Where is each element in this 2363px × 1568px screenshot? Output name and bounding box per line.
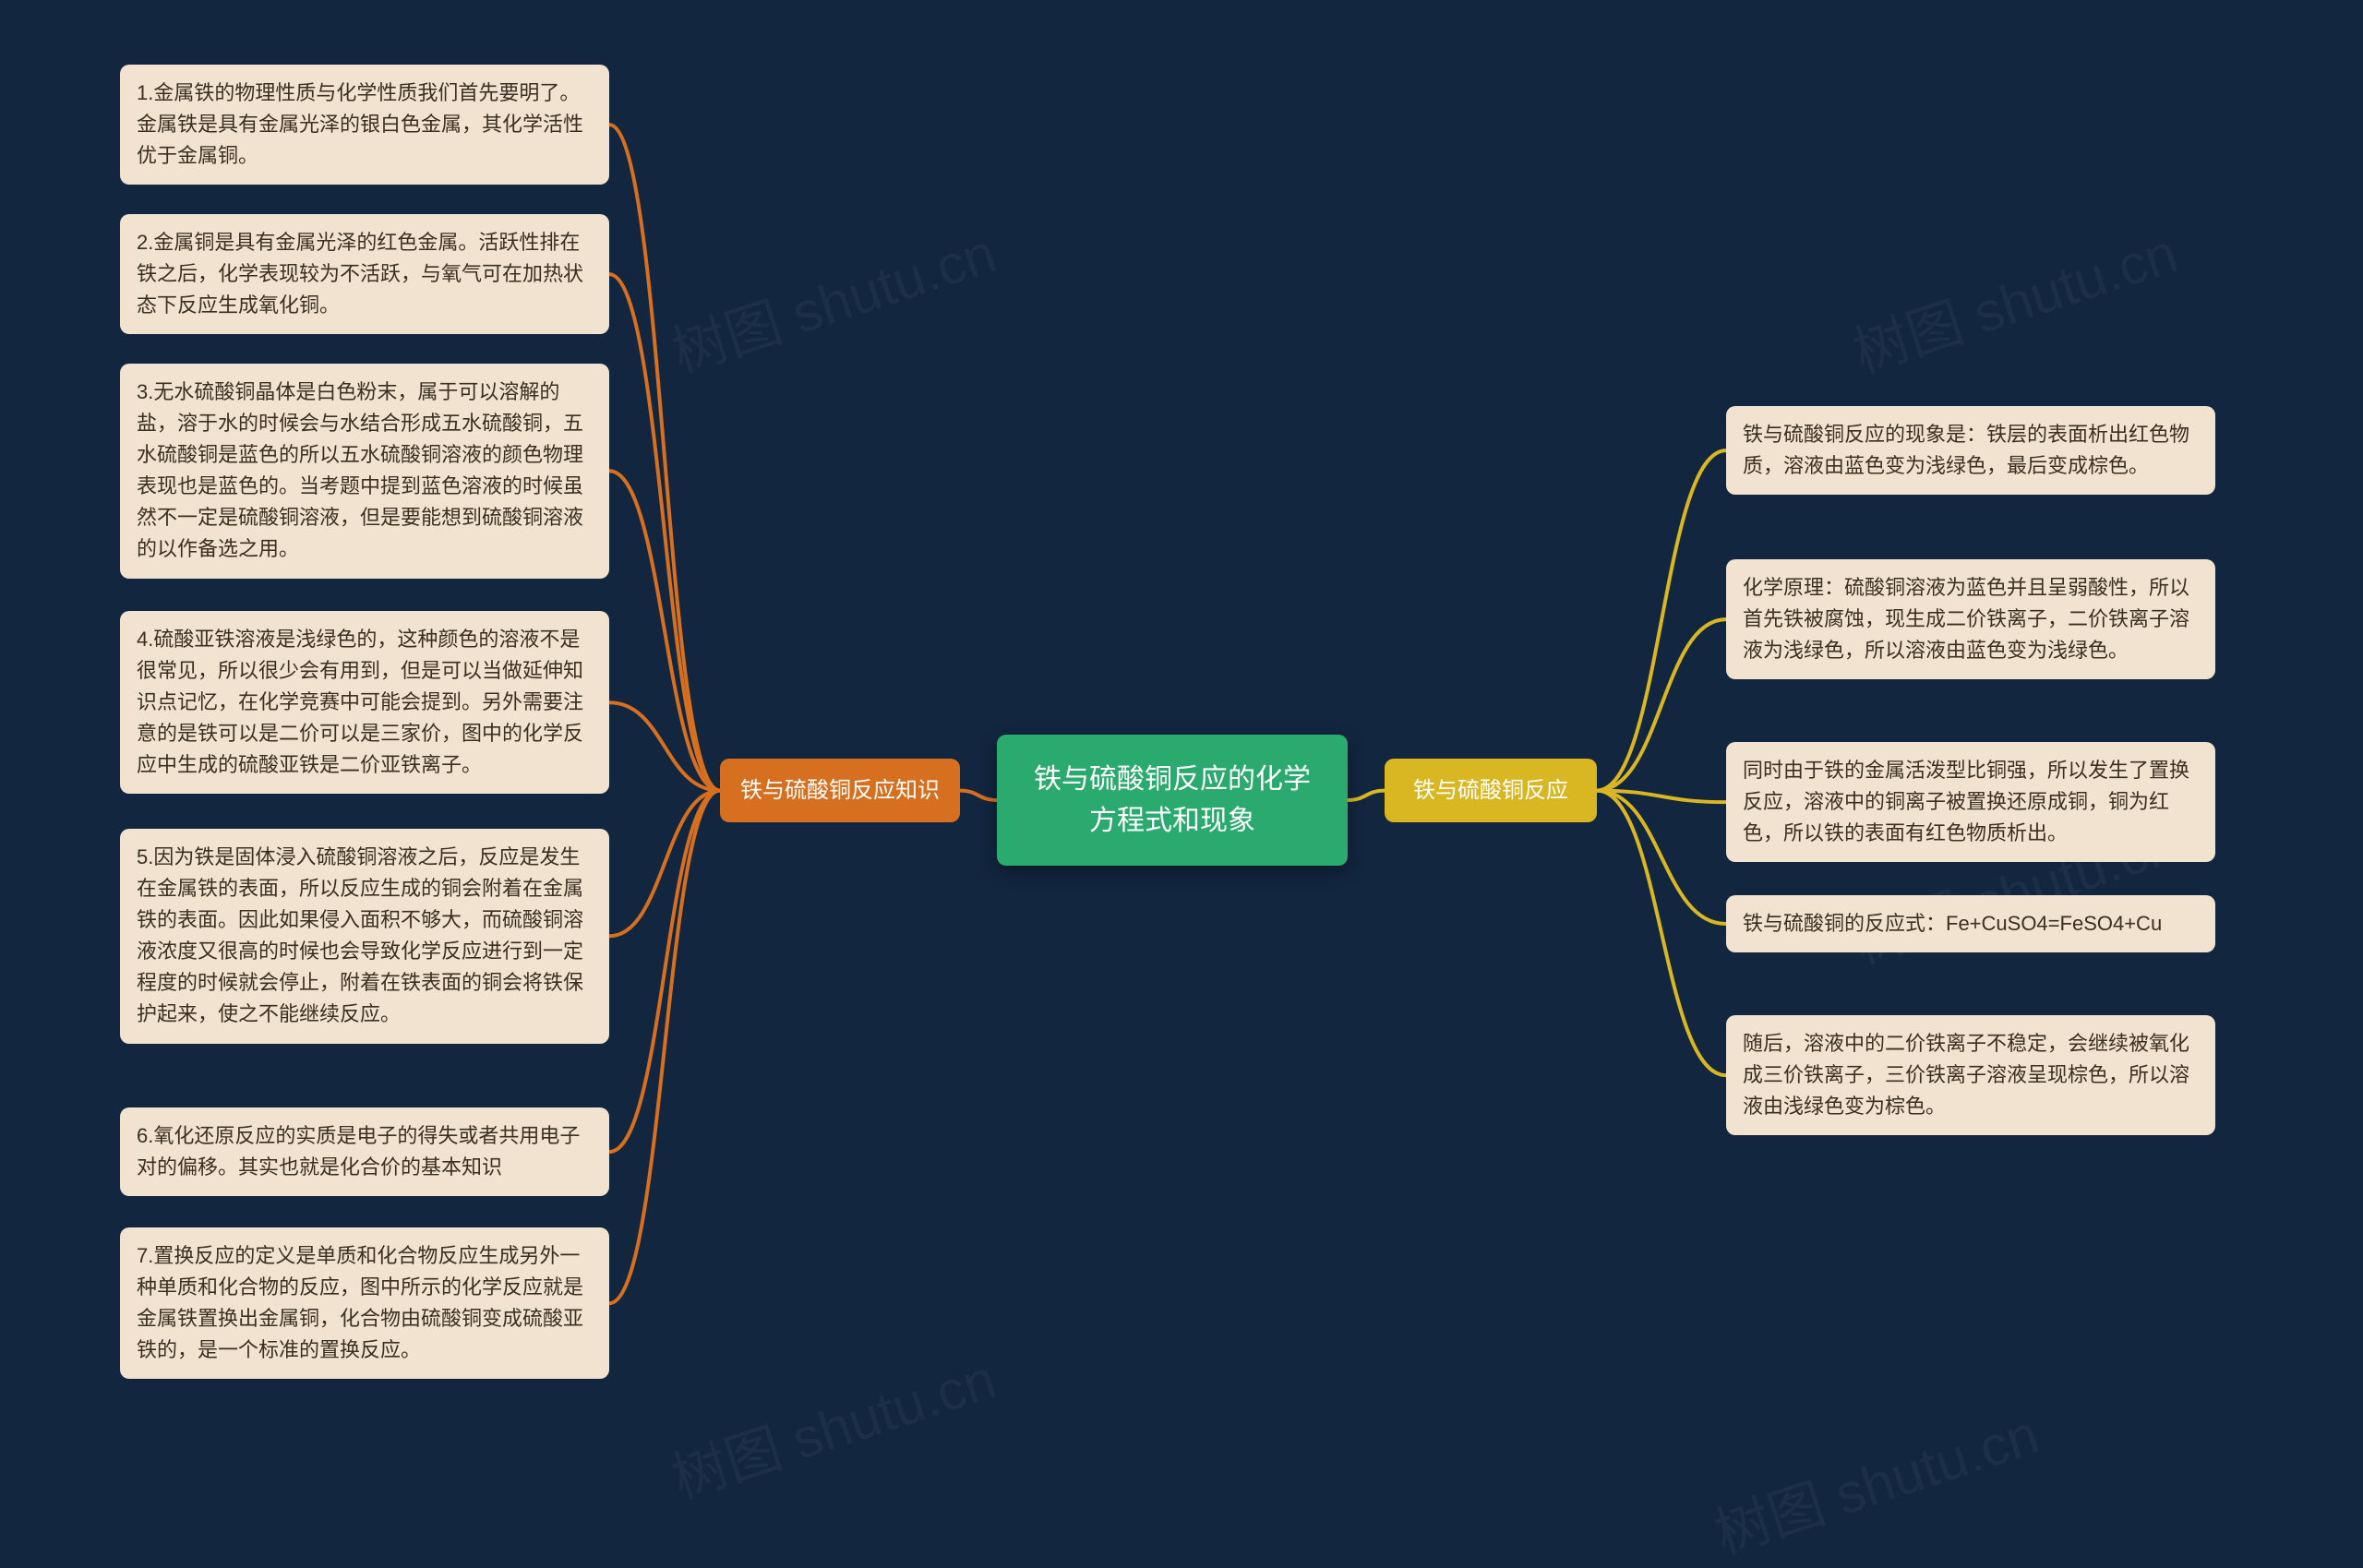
left-leaf: 7.置换反应的定义是单质和化合物反应生成另外一种单质和化合物的反应，图中所示的化… <box>120 1227 609 1379</box>
left-leaf: 2.金属铜是具有金属光泽的红色金属。活跃性排在铁之后，化学表现较为不活跃，与氧气… <box>120 214 609 334</box>
watermark: 树图 shutu.cn <box>1703 1390 2047 1568</box>
left-leaf: 3.无水硫酸铜晶体是白色粉末，属于可以溶解的盐，溶于水的时候会与水结合形成五水硫… <box>120 364 609 579</box>
watermark: 树图 shutu.cn <box>660 1335 1004 1514</box>
center-topic: 铁与硫酸铜反应的化学方程式和现象 <box>997 735 1348 866</box>
right-branch-hub: 铁与硫酸铜反应 <box>1385 759 1597 822</box>
right-leaf: 随后，溶液中的二价铁离子不稳定，会继续被氧化成三价铁离子，三价铁离子溶液呈现棕色… <box>1726 1015 2215 1135</box>
left-leaf: 6.氧化还原反应的实质是电子的得失或者共用电子对的偏移。其实也就是化合价的基本知… <box>120 1107 609 1196</box>
mindmap-canvas: 树图 shutu.cn 树图 shutu.cn 树图 shutu.cn 树图 s… <box>0 0 2363 1568</box>
left-leaf: 1.金属铁的物理性质与化学性质我们首先要明了。金属铁是具有金属光泽的银白色金属，… <box>120 65 609 185</box>
right-leaf: 同时由于铁的金属活泼型比铜强，所以发生了置换反应，溶液中的铜离子被置换还原成铜，… <box>1726 742 2215 862</box>
watermark: 树图 shutu.cn <box>1841 209 2186 389</box>
right-leaf: 化学原理：硫酸铜溶液为蓝色并且呈弱酸性，所以首先铁被腐蚀，现生成二价铁离子，二价… <box>1726 559 2215 679</box>
left-leaf: 5.因为铁是固体浸入硫酸铜溶液之后，反应是发生在金属铁的表面，所以反应生成的铜会… <box>120 829 609 1044</box>
right-leaf: 铁与硫酸铜的反应式：Fe+CuSO4=FeSO4+Cu <box>1726 895 2215 952</box>
watermark: 树图 shutu.cn <box>660 209 1004 389</box>
right-leaf: 铁与硫酸铜反应的现象是：铁层的表面析出红色物质，溶液由蓝色变为浅绿色，最后变成棕… <box>1726 406 2215 495</box>
left-leaf: 4.硫酸亚铁溶液是浅绿色的，这种颜色的溶液不是很常见，所以很少会有用到，但是可以… <box>120 611 609 794</box>
left-branch-hub: 铁与硫酸铜反应知识 <box>720 759 960 822</box>
